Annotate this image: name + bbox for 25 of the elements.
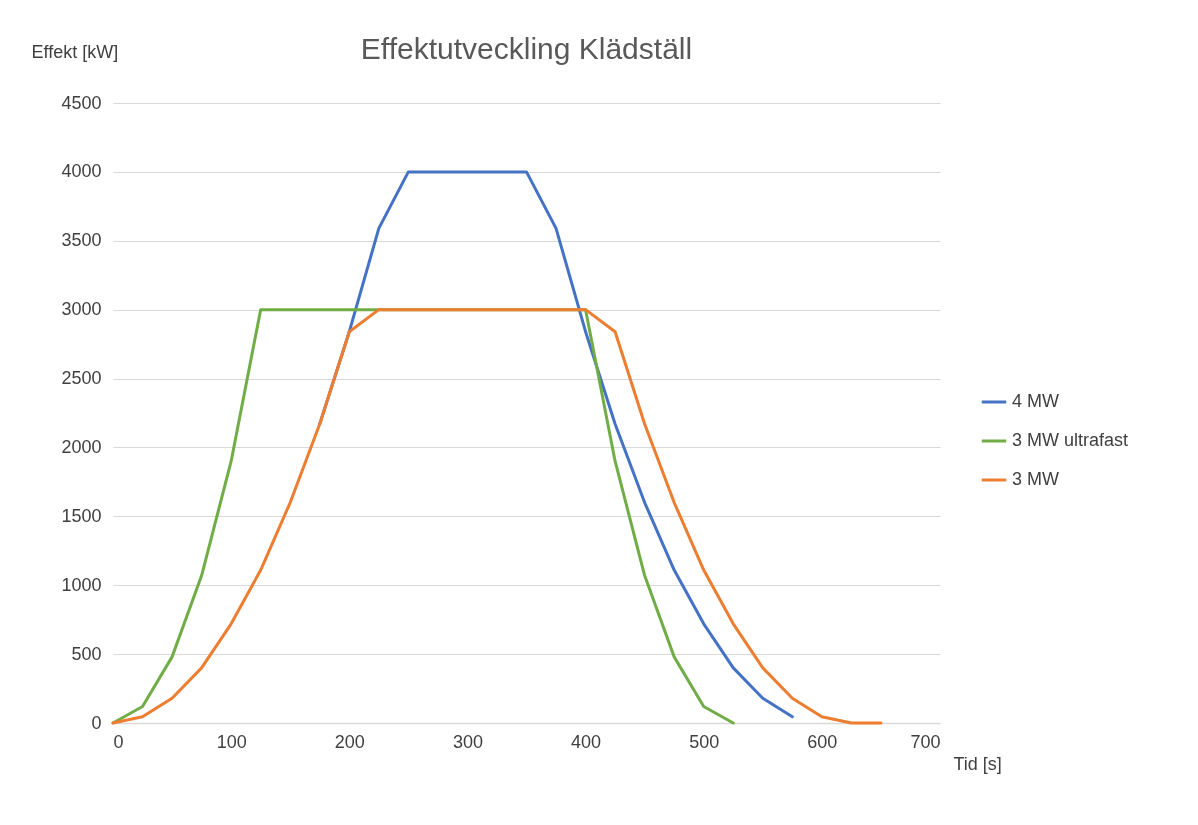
y-tick-label: 3500 (61, 230, 102, 251)
y-tick-label: 3000 (61, 299, 102, 320)
x-tick-label: 700 (910, 731, 941, 752)
chart-title: Effektutveckling Klädställ (360, 32, 693, 65)
y-tick-label: 4000 (61, 161, 102, 182)
y-tick-label: 4500 (61, 92, 102, 113)
y-tick-label: 500 (71, 643, 102, 664)
y-tick-label: 1500 (61, 505, 102, 526)
x-tick-label: 300 (452, 731, 483, 752)
line-series (111, 308, 883, 725)
y-axis-title: Effekt [kW] (31, 41, 119, 62)
y-tick-label: 0 (91, 712, 102, 733)
x-tick-label: 0 (113, 731, 124, 752)
y-tick-label: 2000 (61, 436, 102, 457)
x-axis-title: Tid [s] (953, 753, 1002, 774)
legend-label: 3 MW (1012, 469, 1060, 489)
x-tick-label: 600 (807, 731, 838, 752)
x-tick-label: 400 (571, 731, 602, 752)
x-tick-label: 200 (334, 731, 365, 752)
y-tick-label: 2500 (61, 368, 102, 389)
x-tick-label: 100 (216, 731, 247, 752)
legend-label: 4 MW (1012, 391, 1060, 411)
y-tick-label: 1000 (61, 574, 102, 595)
legend-label: 3 MW ultrafast (1012, 430, 1129, 450)
x-tick-label: 500 (689, 731, 720, 752)
